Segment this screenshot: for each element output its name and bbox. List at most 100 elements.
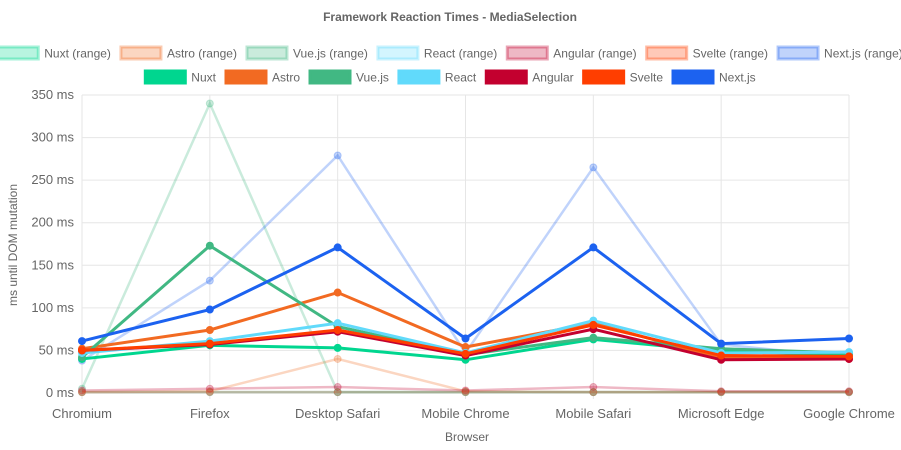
legend-item-nuxt[interactable]: Nuxt bbox=[143, 69, 217, 85]
data-point bbox=[461, 388, 470, 397]
series-line bbox=[81, 385, 849, 393]
data-point bbox=[78, 388, 86, 397]
data-point bbox=[717, 388, 726, 397]
legend-label: Astro (range) bbox=[167, 47, 237, 61]
data-point bbox=[717, 388, 726, 397]
legend-label: Angular bbox=[532, 71, 573, 85]
data-point bbox=[717, 388, 726, 397]
legend-swatch bbox=[645, 45, 689, 61]
legend-item-nuxt-range[interactable]: Nuxt (range) bbox=[0, 45, 111, 61]
y-axis-label: ms until DOM mutation bbox=[6, 184, 20, 306]
y-tick-label: 300 ms bbox=[31, 130, 74, 145]
legend-item-next-js[interactable]: Next.js bbox=[671, 69, 756, 85]
legend-swatch bbox=[119, 45, 163, 61]
data-point bbox=[78, 388, 86, 397]
data-point bbox=[205, 241, 214, 250]
legend-swatch bbox=[505, 45, 549, 61]
data-point bbox=[333, 388, 342, 397]
data-point bbox=[589, 388, 598, 397]
data-point bbox=[205, 99, 214, 108]
data-point bbox=[78, 388, 86, 397]
data-point bbox=[333, 354, 342, 363]
data-point bbox=[717, 351, 726, 360]
data-point bbox=[333, 383, 342, 392]
series-svelte bbox=[78, 320, 853, 361]
data-point bbox=[205, 276, 214, 285]
legend-swatch bbox=[224, 69, 268, 85]
series-react-range bbox=[78, 388, 853, 397]
legend-item-angular-range[interactable]: Angular (range) bbox=[505, 45, 637, 61]
data-point bbox=[589, 388, 598, 397]
data-point bbox=[845, 388, 853, 397]
legend-label: Svelte bbox=[630, 71, 664, 85]
legend-label: Vue.js bbox=[356, 71, 389, 85]
legend-label: Nuxt (range) bbox=[44, 47, 111, 61]
data-point bbox=[78, 388, 86, 397]
data-point bbox=[589, 320, 598, 329]
data-point bbox=[845, 388, 853, 397]
x-tick-label: Mobile Chrome bbox=[421, 406, 509, 421]
series-line bbox=[80, 100, 849, 394]
legend-item-react[interactable]: React bbox=[397, 69, 477, 85]
y-axis-ticks: 0 ms 50 ms 100 ms 150 ms 200 ms 250 ms 300 ms 3… bbox=[31, 87, 74, 400]
data-point bbox=[589, 243, 598, 252]
legend-swatch bbox=[671, 69, 715, 85]
y-tick-label: 200 ms bbox=[31, 215, 74, 230]
legend-swatch bbox=[0, 45, 40, 61]
data-point bbox=[205, 388, 214, 397]
legend-item-vue-js[interactable]: Vue.js bbox=[308, 69, 389, 85]
y-tick-label: 150 ms bbox=[31, 257, 74, 272]
legend-item-astro[interactable]: Astro bbox=[224, 69, 300, 85]
legend-label: Next.js bbox=[719, 71, 756, 85]
x-tick-label: Desktop Safari bbox=[295, 406, 380, 421]
x-tick-label: Firefox bbox=[190, 406, 230, 421]
legend: Nuxt (range) Astro (range) Vue.js (range) R… bbox=[0, 45, 901, 85]
data-point bbox=[845, 387, 853, 396]
y-tick-label: 0 ms bbox=[46, 385, 75, 400]
legend-item-vue-js-range[interactable]: Vue.js (range) bbox=[245, 45, 368, 61]
data-point bbox=[333, 243, 342, 252]
data-point bbox=[461, 334, 470, 343]
data-point bbox=[845, 388, 853, 397]
data-point bbox=[845, 388, 853, 397]
data-point bbox=[461, 388, 470, 397]
series-next-js bbox=[78, 243, 853, 348]
data-point bbox=[461, 387, 470, 396]
x-tick-label: Mobile Safari bbox=[555, 406, 631, 421]
legend-item-next-js-range[interactable]: Next.js (range) bbox=[776, 45, 901, 61]
data-point bbox=[845, 352, 853, 361]
y-tick-label: 100 ms bbox=[31, 300, 74, 315]
data-point bbox=[333, 388, 342, 397]
data-point bbox=[333, 319, 342, 328]
chart-title: Framework Reaction Times - MediaSelectio… bbox=[323, 10, 577, 24]
data-point bbox=[461, 349, 470, 358]
legend-label: Next.js (range) bbox=[824, 47, 901, 61]
data-point bbox=[333, 388, 342, 397]
y-tick-label: 350 ms bbox=[31, 87, 74, 102]
x-tick-label: Google Chrome bbox=[803, 406, 895, 421]
data-point bbox=[78, 337, 86, 346]
series-group bbox=[78, 99, 853, 397]
legend-label: React (range) bbox=[424, 47, 497, 61]
legend-item-svelte[interactable]: Svelte bbox=[582, 69, 664, 85]
data-point bbox=[333, 288, 342, 297]
data-point bbox=[717, 387, 726, 396]
legend-label: React bbox=[445, 71, 477, 85]
legend-item-react-range[interactable]: React (range) bbox=[376, 45, 497, 61]
series-nuxt-range bbox=[78, 388, 853, 397]
legend-item-svelte-range[interactable]: Svelte (range) bbox=[645, 45, 768, 61]
data-point bbox=[589, 388, 598, 397]
legend-swatch bbox=[143, 69, 187, 85]
x-axis-ticks: Chromium Firefox Desktop Safari Mobile Chro… bbox=[52, 406, 895, 421]
series-angular-range bbox=[78, 383, 853, 396]
legend-swatch bbox=[308, 69, 352, 85]
data-point bbox=[845, 334, 853, 343]
data-point bbox=[845, 388, 853, 397]
data-point bbox=[205, 388, 214, 397]
data-point bbox=[589, 388, 598, 397]
data-point bbox=[461, 388, 470, 397]
legend-item-angular[interactable]: Angular bbox=[484, 69, 574, 85]
legend-item-astro-range[interactable]: Astro (range) bbox=[119, 45, 237, 61]
data-point bbox=[205, 388, 214, 397]
